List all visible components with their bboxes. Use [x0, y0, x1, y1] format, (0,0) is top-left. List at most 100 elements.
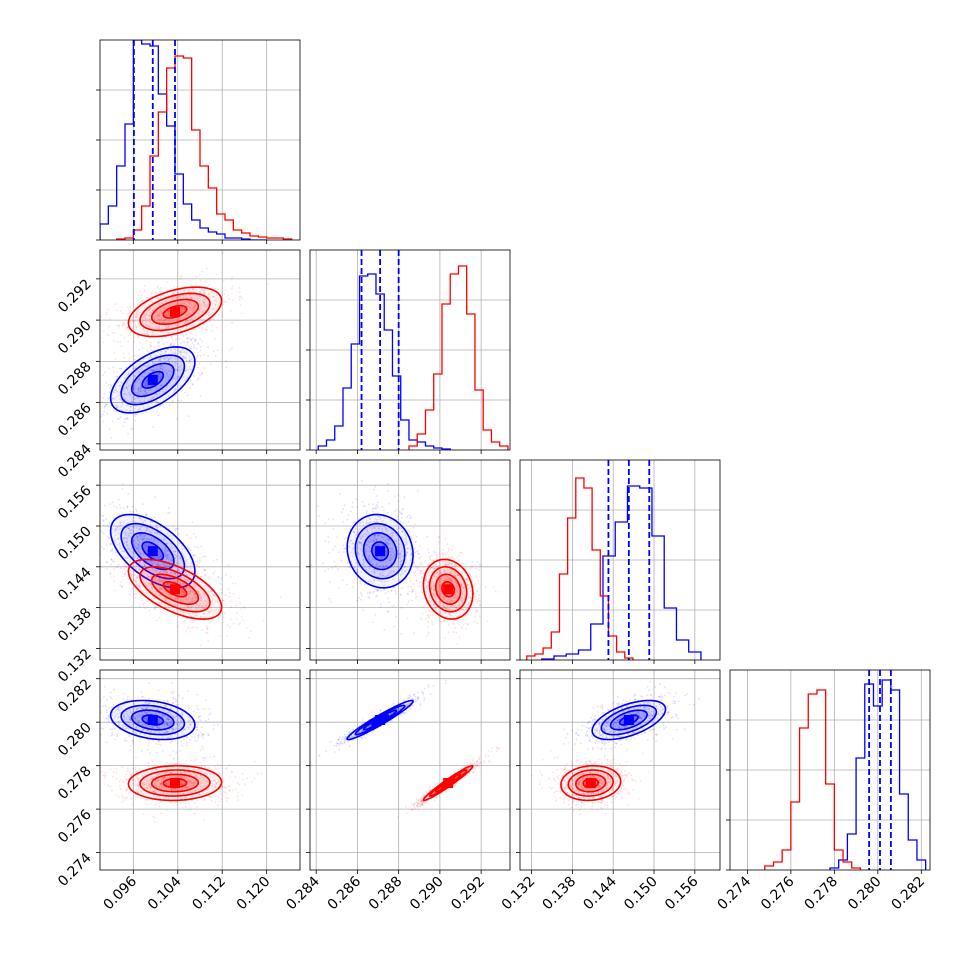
sample-point	[428, 551, 430, 554]
sample-point	[358, 522, 361, 525]
sample-point	[200, 581, 203, 584]
sample-point	[398, 546, 401, 549]
sample-point	[187, 626, 190, 628]
sample-point	[139, 534, 142, 537]
sample-point	[397, 542, 400, 545]
sample-point	[201, 270, 204, 273]
sample-point	[410, 553, 412, 556]
sample-point	[149, 751, 152, 754]
sample-point	[207, 577, 210, 580]
sample-point	[180, 384, 183, 387]
sample-point	[212, 295, 214, 298]
sample-point	[390, 562, 392, 565]
sample-point	[452, 622, 455, 624]
sample-point	[112, 391, 115, 393]
sample-point	[175, 555, 178, 558]
sample-point	[404, 543, 406, 546]
sample-point	[141, 294, 143, 297]
sample-point	[132, 387, 135, 390]
sample-point	[388, 502, 391, 505]
sample-point	[174, 550, 177, 553]
sample-point	[188, 366, 191, 368]
sample-point	[153, 581, 156, 583]
sample-point	[173, 286, 176, 288]
sample-point	[185, 357, 187, 359]
sample-point	[183, 289, 186, 292]
sample-point	[454, 574, 457, 577]
sample-point	[202, 612, 205, 615]
sample-point	[222, 280, 225, 282]
sample-point	[192, 620, 195, 622]
sample-point	[98, 717, 100, 719]
sample-point	[112, 704, 115, 706]
sample-point	[201, 735, 203, 738]
sample-point	[403, 496, 406, 499]
sample-point	[154, 561, 157, 563]
sample-point	[183, 308, 186, 311]
sample-point	[399, 575, 402, 577]
sample-point	[175, 375, 177, 378]
sample-point	[186, 319, 189, 322]
sample-point	[134, 367, 137, 370]
sample-point	[137, 583, 140, 586]
sample-point	[211, 308, 214, 311]
sample-point	[193, 596, 196, 599]
sample-point	[400, 513, 403, 516]
sample-point	[352, 547, 355, 549]
sample-point	[155, 548, 158, 551]
sample-point	[136, 537, 139, 540]
sample-point	[159, 365, 162, 368]
sample-point	[134, 405, 137, 407]
sample-point	[148, 582, 151, 585]
sample-point	[155, 369, 158, 371]
sample-point	[163, 366, 166, 369]
sample-point	[137, 546, 140, 549]
sample-point	[148, 698, 150, 700]
sample-point	[170, 350, 173, 352]
sample-point	[419, 572, 422, 575]
sample-point	[152, 555, 155, 558]
sample-point	[442, 549, 445, 551]
sample-point	[178, 349, 181, 352]
sample-point	[442, 595, 445, 598]
sample-point	[166, 356, 169, 358]
sample-point	[138, 378, 141, 380]
sample-point	[189, 301, 192, 304]
sample-point	[97, 420, 99, 422]
sample-point	[187, 594, 190, 597]
sample-point	[187, 580, 190, 583]
sample-point	[136, 312, 139, 315]
sample-point	[164, 378, 167, 381]
sample-point	[381, 574, 384, 577]
sample-point	[373, 548, 376, 551]
sample-point	[139, 560, 142, 563]
sample-point	[461, 552, 464, 554]
sample-point	[195, 288, 198, 291]
sample-point	[158, 557, 160, 560]
sample-point	[414, 592, 417, 595]
sample-point	[394, 510, 396, 513]
sample-point	[373, 534, 376, 537]
sample-point	[367, 559, 370, 561]
sample-point	[172, 525, 174, 528]
density-peak-1	[443, 584, 454, 595]
sample-point	[174, 352, 176, 354]
sample-point	[175, 296, 178, 299]
sample-point	[116, 375, 119, 378]
sample-point	[114, 534, 117, 536]
sample-point	[115, 406, 118, 409]
sample-point	[473, 585, 475, 588]
sample-point	[347, 514, 350, 517]
sample-point	[194, 599, 197, 602]
sample-point	[436, 582, 439, 585]
sample-point	[406, 547, 409, 550]
sample-point	[188, 359, 191, 361]
sample-point	[164, 318, 167, 321]
sample-point	[208, 311, 210, 314]
sample-point	[117, 405, 119, 407]
sample-point	[177, 399, 180, 402]
sample-point	[131, 380, 134, 383]
sample-point	[236, 612, 239, 614]
sample-point	[198, 308, 201, 310]
sample-point	[137, 543, 140, 546]
